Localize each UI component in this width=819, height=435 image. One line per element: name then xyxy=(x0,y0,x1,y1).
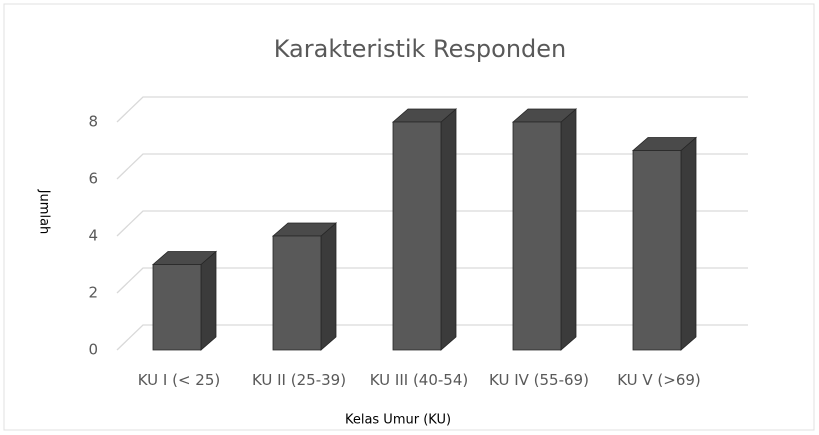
y-tick-label: 2 xyxy=(88,284,98,302)
y-tick-label: 0 xyxy=(88,341,98,359)
bar xyxy=(631,136,698,351)
bar-front xyxy=(632,150,682,351)
bar xyxy=(391,108,458,351)
x-tick-label: KU V (>69) xyxy=(617,371,701,389)
bar-side xyxy=(560,108,577,351)
bar-front xyxy=(392,121,442,351)
bar-front xyxy=(272,235,322,351)
x-tick-label: KU III (40-54) xyxy=(369,371,469,389)
y-tick-label: 6 xyxy=(88,170,98,188)
bar xyxy=(151,250,218,351)
chart-title: Karakteristik Responden xyxy=(274,35,567,63)
x-axis-label: Kelas Umur (KU) xyxy=(345,413,451,428)
bar-side xyxy=(200,250,217,351)
x-tick-label: KU II (25-39) xyxy=(251,371,347,389)
bar xyxy=(511,108,578,351)
y-tick-label: 8 xyxy=(88,113,98,131)
bar-front xyxy=(512,121,562,351)
bar-side xyxy=(320,222,337,351)
y-tick-label: 4 xyxy=(88,227,98,245)
bar xyxy=(271,222,338,351)
bar-side xyxy=(680,136,697,351)
x-tick-label: KU I (< 25) xyxy=(137,371,221,389)
chart-border xyxy=(3,3,815,431)
grid-line xyxy=(116,96,748,123)
bar-front xyxy=(152,264,202,351)
y-axis-label: Jumlah xyxy=(37,189,52,235)
x-tick-label: KU IV (55-69) xyxy=(489,371,589,389)
bar-side xyxy=(440,108,457,351)
